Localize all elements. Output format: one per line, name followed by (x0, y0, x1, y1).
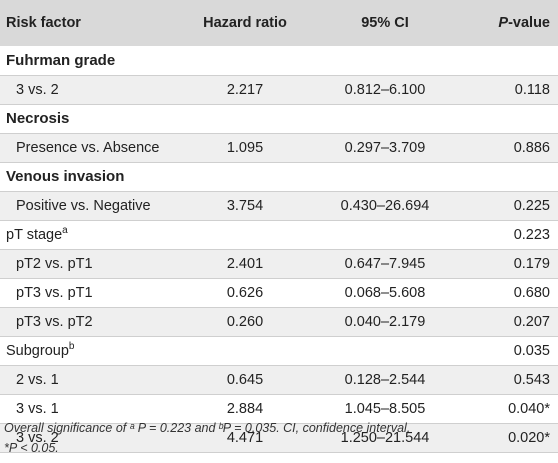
cell-hazard-ratio: 0.645 (226, 371, 264, 388)
cell-hazard-ratio: 0.260 (226, 313, 264, 330)
table-row: 3 vs. 1 2.884 1.045–8.505 0.040* (0, 394, 558, 423)
cell-hazard-ratio (190, 220, 300, 249)
cell-pvalue: 0.223 (513, 226, 550, 243)
cell-risk-factor: Positive vs. Negative (16, 197, 151, 214)
cell-pvalue: 0.118 (514, 81, 550, 98)
cell-ci (300, 336, 470, 365)
table-body: Fuhrman grade 3 vs. 2 2.217 0.812–6.100 0.11… (0, 46, 558, 452)
cell-risk-factor: Fuhrman grade (6, 51, 116, 69)
cell-hazard-ratio (190, 336, 300, 365)
cell-risk-factor: 2 vs. 1 (16, 371, 59, 388)
footnote-line-2: *P < 0.05. (4, 441, 59, 455)
cell-pvalue: 0.179 (513, 255, 550, 272)
cell-pvalue: 0.207 (513, 313, 550, 330)
cell-risk-factor: pT stagea (6, 224, 68, 243)
cell-hazard-ratio: 4.471 (226, 429, 264, 446)
cell-pvalue: 0.543 (513, 371, 550, 388)
cell-pvalue: 0.680 (513, 284, 550, 301)
table-footnote: Overall significance of ᵃ P = 0.223 and … (4, 418, 410, 458)
cell-hazard-ratio: 1.095 (226, 139, 264, 156)
cell-pvalue (470, 104, 558, 133)
cell-ci: 0.812–6.100 (344, 81, 426, 98)
hazard-ratio-table: Risk factor Hazard ratio 95% CI P-value … (0, 0, 558, 452)
cell-risk-factor: Subgroupb (6, 340, 75, 359)
cell-ci (300, 104, 470, 133)
cell-pvalue (470, 46, 558, 75)
table-row: pT3 vs. pT2 0.260 0.040–2.179 0.207 (0, 307, 558, 336)
table-row: 2 vs. 1 0.645 0.128–2.544 0.543 (0, 365, 558, 394)
cell-risk-factor: pT3 vs. pT2 (16, 313, 93, 330)
cell-risk-factor: 3 vs. 1 (16, 400, 59, 417)
table-row: pT2 vs. pT1 2.401 0.647–7.945 0.179 (0, 249, 558, 278)
cell-hazard-ratio: 2.884 (226, 400, 264, 417)
table-row: Subgroupb 0.035 (0, 336, 558, 365)
table-row: Positive vs. Negative 3.754 0.430–26.694 0.… (0, 191, 558, 220)
cell-ci: 0.430–26.694 (340, 197, 430, 214)
cell-risk-factor: 3 vs. 2 (16, 81, 59, 98)
cell-hazard-ratio: 0.626 (226, 284, 264, 301)
header-pvalue: P-value (498, 15, 550, 31)
cell-pvalue: 0.035 (513, 342, 550, 359)
table-header-row: Risk factor Hazard ratio 95% CI P-value (0, 0, 558, 46)
table-row: 3 vs. 2 2.217 0.812–6.100 0.118 (0, 75, 558, 104)
header-ci: 95% CI (361, 15, 409, 31)
cell-ci: 1.045–8.505 (344, 400, 426, 417)
cell-risk-factor: Venous invasion (6, 168, 125, 185)
cell-hazard-ratio: 2.401 (226, 255, 264, 272)
cell-risk-factor: Presence vs. Absence (16, 139, 160, 156)
table-row: Presence vs. Absence 1.095 0.297–3.709 0.88… (0, 133, 558, 162)
table-row: Venous invasion (0, 162, 558, 191)
header-risk-factor: Risk factor (6, 15, 81, 31)
cell-hazard-ratio (190, 46, 300, 75)
cell-pvalue: 0.020* (508, 429, 550, 446)
cell-risk-factor: pT2 vs. pT1 (16, 255, 93, 272)
table-row: 3 vs. 2 4.471 1.250–21.544 0.020* (0, 423, 558, 452)
table-row: pT stagea 0.223 (0, 220, 558, 249)
cell-hazard-ratio: 3.754 (226, 197, 264, 214)
cell-ci (300, 220, 470, 249)
table-row: Necrosis (0, 104, 558, 133)
table-row: pT3 vs. pT1 0.626 0.068–5.608 0.680 (0, 278, 558, 307)
cell-ci: 0.647–7.945 (344, 255, 426, 272)
cell-ci (300, 46, 470, 75)
footnote-line-1: Overall significance of ᵃ P = 0.223 and … (4, 421, 411, 435)
cell-risk-factor: pT3 vs. pT1 (16, 284, 93, 301)
table-row: Fuhrman grade (0, 46, 558, 75)
cell-ci: 1.250–21.544 (340, 429, 430, 446)
cell-ci: 0.068–5.608 (344, 284, 426, 301)
cell-pvalue: 0.040* (508, 400, 550, 417)
cell-pvalue: 0.886 (513, 139, 550, 156)
cell-ci: 0.040–2.179 (344, 313, 426, 330)
cell-ci: 0.128–2.544 (344, 371, 426, 388)
cell-ci (300, 162, 470, 191)
header-hazard-ratio: Hazard ratio (203, 15, 287, 31)
cell-pvalue (470, 162, 558, 191)
cell-risk-factor: Necrosis (6, 110, 70, 127)
cell-ci: 0.297–3.709 (344, 139, 426, 156)
cell-hazard-ratio (190, 104, 300, 133)
cell-risk-factor: 3 vs. 2 (16, 429, 59, 446)
cell-hazard-ratio: 2.217 (226, 81, 264, 98)
cell-pvalue: 0.225 (513, 197, 550, 214)
cell-hazard-ratio (190, 162, 300, 191)
